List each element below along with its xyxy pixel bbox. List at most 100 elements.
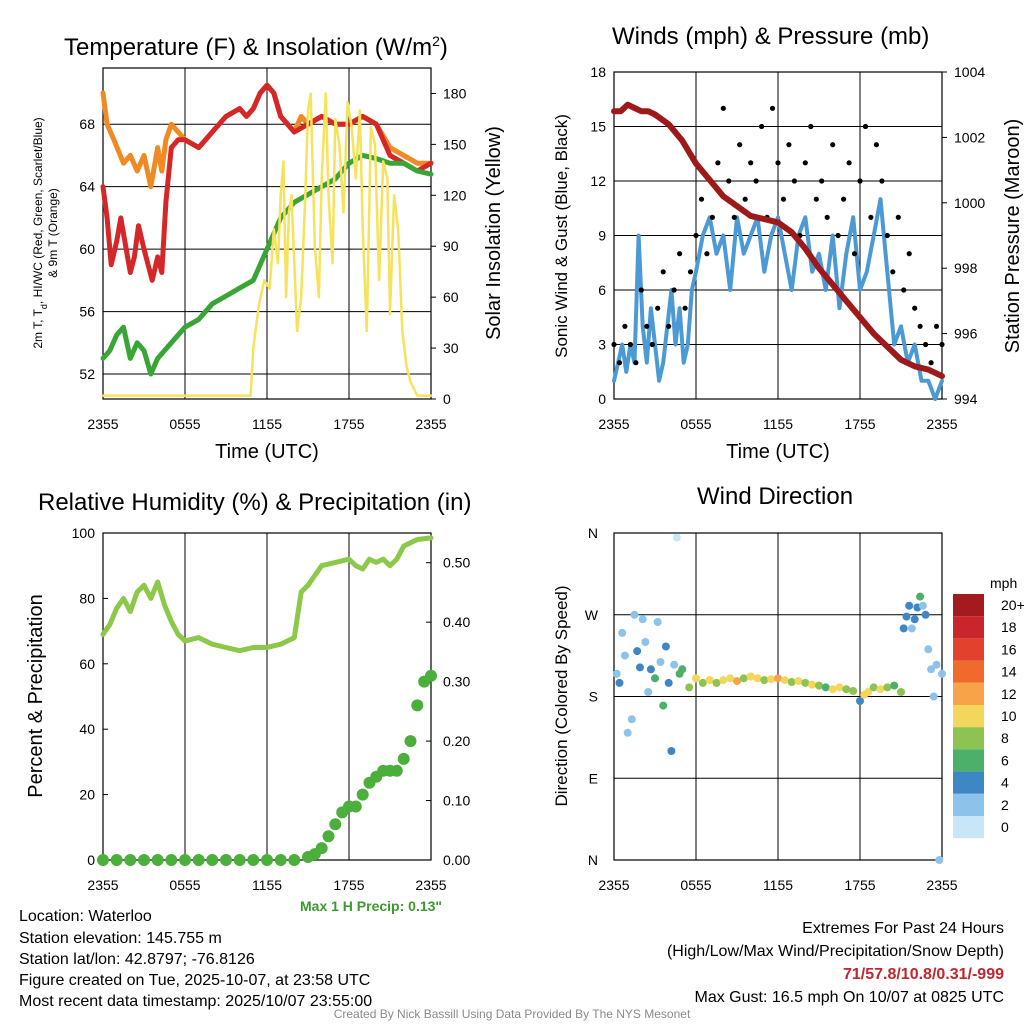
wind-gust-point bbox=[857, 178, 863, 184]
dir-point bbox=[918, 601, 927, 610]
wind-gust-point bbox=[649, 341, 655, 348]
wind-x-tick-label: 2355 bbox=[598, 416, 629, 432]
wind-gust-point bbox=[742, 196, 748, 202]
legend-label: 18 bbox=[1001, 619, 1017, 635]
credit-text: Created By Nick Bassill Using Data Provi… bbox=[333, 1007, 691, 1021]
wind-y-axis-label: Sonic Wind & Gust (Blue, Black) bbox=[552, 114, 571, 358]
wind-gust-point bbox=[655, 305, 661, 311]
wind-gust-point bbox=[753, 178, 759, 184]
dir-point bbox=[612, 669, 621, 678]
rh-precip-point bbox=[165, 854, 178, 866]
legend-swatch bbox=[953, 816, 984, 839]
wind-gust-point bbox=[901, 287, 907, 293]
wind-y-tick-label: 18 bbox=[590, 64, 606, 80]
wind-gust-point bbox=[726, 178, 732, 184]
wind-gust-point bbox=[682, 305, 688, 311]
temp-y-label-sub: d bbox=[39, 304, 49, 309]
wind-gust-point bbox=[698, 196, 705, 202]
legend-swatch bbox=[953, 793, 984, 816]
wind-gust-point bbox=[912, 305, 918, 311]
dir-point bbox=[656, 658, 665, 666]
temp-series-red bbox=[100, 82, 434, 283]
legend-label: 14 bbox=[1001, 664, 1017, 680]
dir-point bbox=[828, 685, 837, 694]
rh-precip-point bbox=[411, 699, 424, 712]
temperature-chart: 52 56 60 64 68 0 30 60 90 120 150 180 2355 0555 1155 17… bbox=[31, 67, 505, 463]
temp-y-tick-label: 60 bbox=[79, 241, 95, 257]
legend-swatch bbox=[953, 594, 984, 617]
dir-point bbox=[856, 697, 864, 705]
dir-point bbox=[921, 610, 930, 619]
temp-y2-tick-label: 30 bbox=[443, 340, 459, 356]
wind-gust-point bbox=[759, 123, 765, 130]
wind-x-tick-label: 1755 bbox=[844, 416, 875, 432]
rh-precip-point bbox=[220, 854, 232, 866]
wind-y-tick-label: 6 bbox=[598, 282, 606, 298]
dir-point bbox=[659, 701, 668, 710]
dir-point bbox=[685, 683, 694, 692]
dir-point bbox=[638, 615, 647, 624]
dir-point bbox=[664, 678, 673, 687]
dir-point bbox=[623, 728, 632, 737]
dir-point bbox=[932, 660, 941, 669]
rh-precip-point bbox=[274, 854, 287, 866]
dir-point bbox=[651, 674, 659, 683]
rh-y-tick-label: 60 bbox=[79, 656, 95, 672]
wind-gust-point bbox=[709, 214, 716, 220]
legend-swatch bbox=[953, 616, 984, 639]
dir-point bbox=[774, 674, 782, 683]
dir-point bbox=[924, 645, 933, 654]
dir-point bbox=[801, 678, 810, 687]
wind-y2-tick-label: 1004 bbox=[954, 64, 985, 80]
dir-point bbox=[899, 624, 908, 633]
wind-gust-point bbox=[928, 360, 934, 366]
winds-chart-title: Winds (mph) & Pressure (mb) bbox=[612, 23, 930, 50]
dir-point bbox=[780, 676, 789, 685]
rh-precip-point bbox=[124, 854, 137, 866]
legend-label: 8 bbox=[1001, 730, 1009, 746]
dir-point bbox=[842, 685, 851, 694]
winds-chart: 0 3 6 9 12 15 18 994 996 998 1000 1002 1004 2355 0555 1… bbox=[552, 64, 1024, 463]
wind-gust-point bbox=[791, 178, 798, 184]
dir-point bbox=[808, 680, 817, 689]
dir-y-axis-label: Direction (Colored By Speed) bbox=[552, 585, 571, 806]
temp-y-label-part2: , HI/WC (Red, Green, Scarlet/Blue) bbox=[31, 117, 45, 304]
dir-point bbox=[910, 615, 919, 624]
rh-x-tick-label: 1755 bbox=[333, 877, 364, 893]
wind-gust-point bbox=[704, 251, 710, 257]
dir-point bbox=[821, 683, 830, 692]
wind-gust-point bbox=[737, 142, 743, 148]
max-gust-text: Max Gust: 16.5 mph On 10/07 at 0825 UTC bbox=[694, 989, 1005, 1006]
dir-point bbox=[630, 610, 639, 619]
legend-label: 12 bbox=[1001, 686, 1017, 702]
temp-x-axis-label: Time (UTC) bbox=[215, 441, 319, 463]
dir-y-tick-label: N bbox=[588, 525, 598, 541]
dir-point bbox=[902, 612, 911, 621]
dir-x-tick-label: 2355 bbox=[926, 877, 957, 893]
wind-gust-point bbox=[775, 160, 781, 166]
dir-point bbox=[644, 688, 653, 696]
extremes-title: Extremes For Past 24 Hours bbox=[802, 920, 1004, 937]
dir-point bbox=[698, 678, 707, 687]
rh-x-tick-label: 0555 bbox=[169, 877, 200, 893]
dir-point bbox=[739, 674, 748, 683]
dir-point bbox=[618, 628, 627, 637]
dir-point bbox=[672, 533, 681, 542]
wind-gust-point bbox=[677, 251, 683, 257]
wind-gust-point bbox=[731, 214, 737, 220]
rh-precip-point bbox=[288, 854, 301, 866]
wind-x-tick-label: 0555 bbox=[680, 416, 711, 432]
temp-y-tick-label: 56 bbox=[79, 304, 95, 320]
rh-precip-point bbox=[425, 669, 437, 682]
wind-gust-point bbox=[769, 105, 776, 111]
rh-precip-point bbox=[110, 854, 123, 866]
rh-y-tick-label: 20 bbox=[79, 787, 95, 803]
wind-gust-point bbox=[622, 323, 628, 329]
wind-y-tick-label: 9 bbox=[598, 228, 606, 244]
wind-gust-point bbox=[660, 269, 666, 275]
wind-gust-point bbox=[638, 287, 644, 293]
dir-point bbox=[753, 674, 762, 683]
temp-y2-tick-label: 60 bbox=[443, 289, 459, 305]
dir-point bbox=[636, 663, 644, 672]
